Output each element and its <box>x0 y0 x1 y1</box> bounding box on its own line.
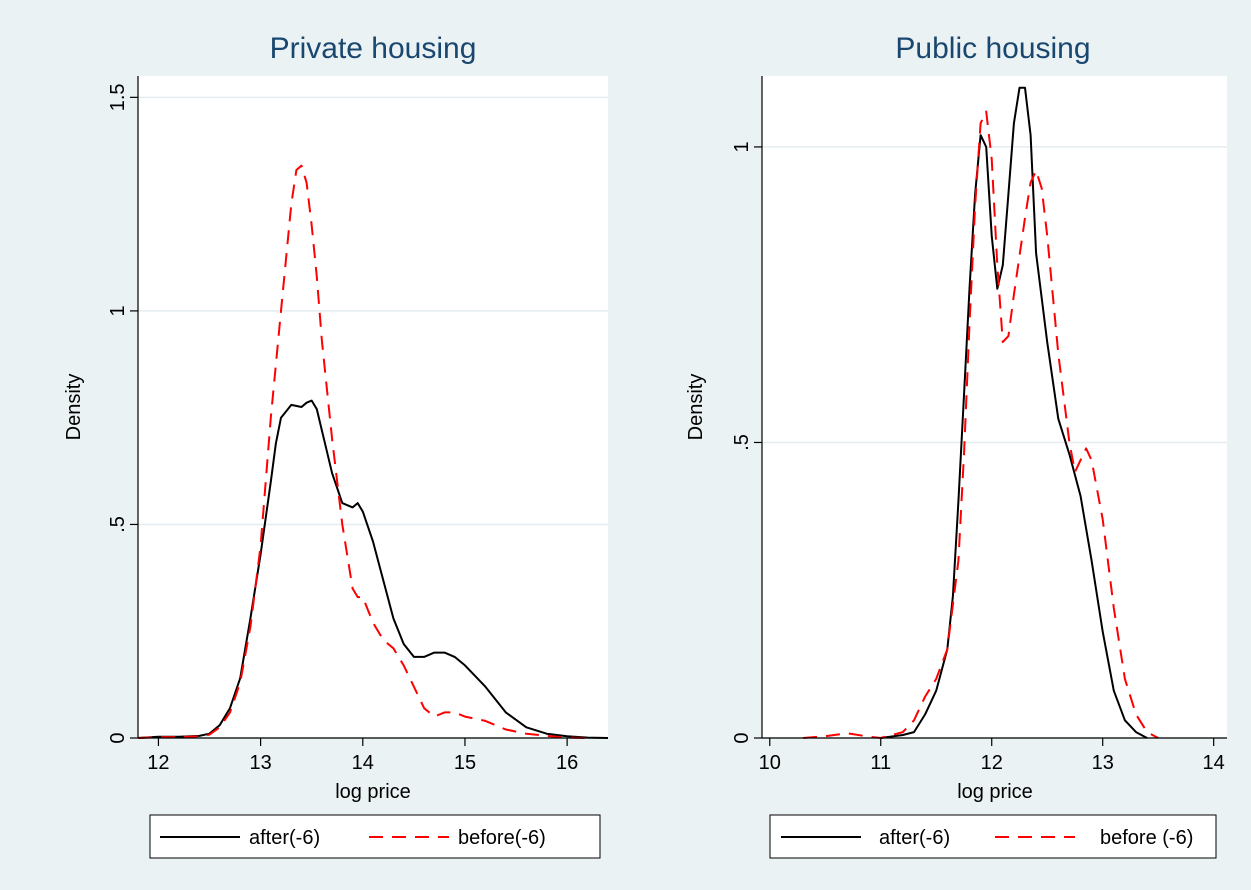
y-tick-label: .5 <box>731 434 753 451</box>
x-tick-label: 11 <box>870 752 891 774</box>
density-line-before-public <box>803 110 1159 739</box>
plot-area-private <box>138 76 608 738</box>
y-ticks-private: 0 .5 1 1.5 <box>107 83 138 744</box>
y-axis-title-private: Density <box>63 374 85 441</box>
x-ticks-private: 12 13 14 15 16 <box>147 738 578 774</box>
x-tick-label: 13 <box>1092 752 1114 774</box>
x-tick-label: 12 <box>147 752 169 774</box>
x-tick-label: 15 <box>454 752 476 774</box>
x-tick-label: 10 <box>759 752 781 774</box>
series-private <box>137 164 609 739</box>
panel-public-housing: Public housing 0.51 10 11 12 13 14 log price… <box>685 32 1227 859</box>
x-tick-label: 16 <box>556 752 578 774</box>
y-tick-label: 1.5 <box>107 83 129 111</box>
density-line-before-private <box>137 164 588 739</box>
y-tick-label: 1 <box>107 305 129 316</box>
x-tick-label: 13 <box>249 752 271 774</box>
x-tick-label: 12 <box>981 752 1003 774</box>
y-tick-label: 0 <box>107 732 129 743</box>
y-ticks-public: 0.51 <box>731 141 762 744</box>
density-line-after-public <box>880 86 1148 739</box>
density-line-after-private <box>137 399 609 739</box>
y-tick-label: 0 <box>731 732 753 743</box>
legend-label-before-private: before(-6) <box>458 827 546 849</box>
legend-label-after-public: after(-6) <box>879 827 950 849</box>
legend-label-before-public: before (-6) <box>1100 827 1193 849</box>
y-tick-label: .5 <box>107 516 129 533</box>
x-tick-label: 14 <box>1203 752 1225 774</box>
panel-title-public: Public housing <box>895 32 1090 65</box>
legend-public: after(-6) before (-6) <box>769 814 1217 859</box>
series-public <box>803 86 1159 739</box>
y-tick-label: 1 <box>731 141 753 152</box>
panel-title-private: Private housing <box>270 32 477 65</box>
y-axis-title-public: Density <box>685 374 707 441</box>
plot-area-public <box>762 76 1227 738</box>
x-axis-title-public: log price <box>957 781 1033 803</box>
legend-label-after-private: after(-6) <box>249 827 320 849</box>
x-axis-title-private: log price <box>335 781 411 803</box>
legend-private: after(-6) before(-6) <box>149 814 601 859</box>
panel-private-housing: Private housing 0 .5 1 1.5 12 13 14 15 16 log p… <box>63 32 609 859</box>
x-tick-label: 14 <box>352 752 374 774</box>
x-ticks-public: 10 11 12 13 14 <box>759 738 1225 774</box>
